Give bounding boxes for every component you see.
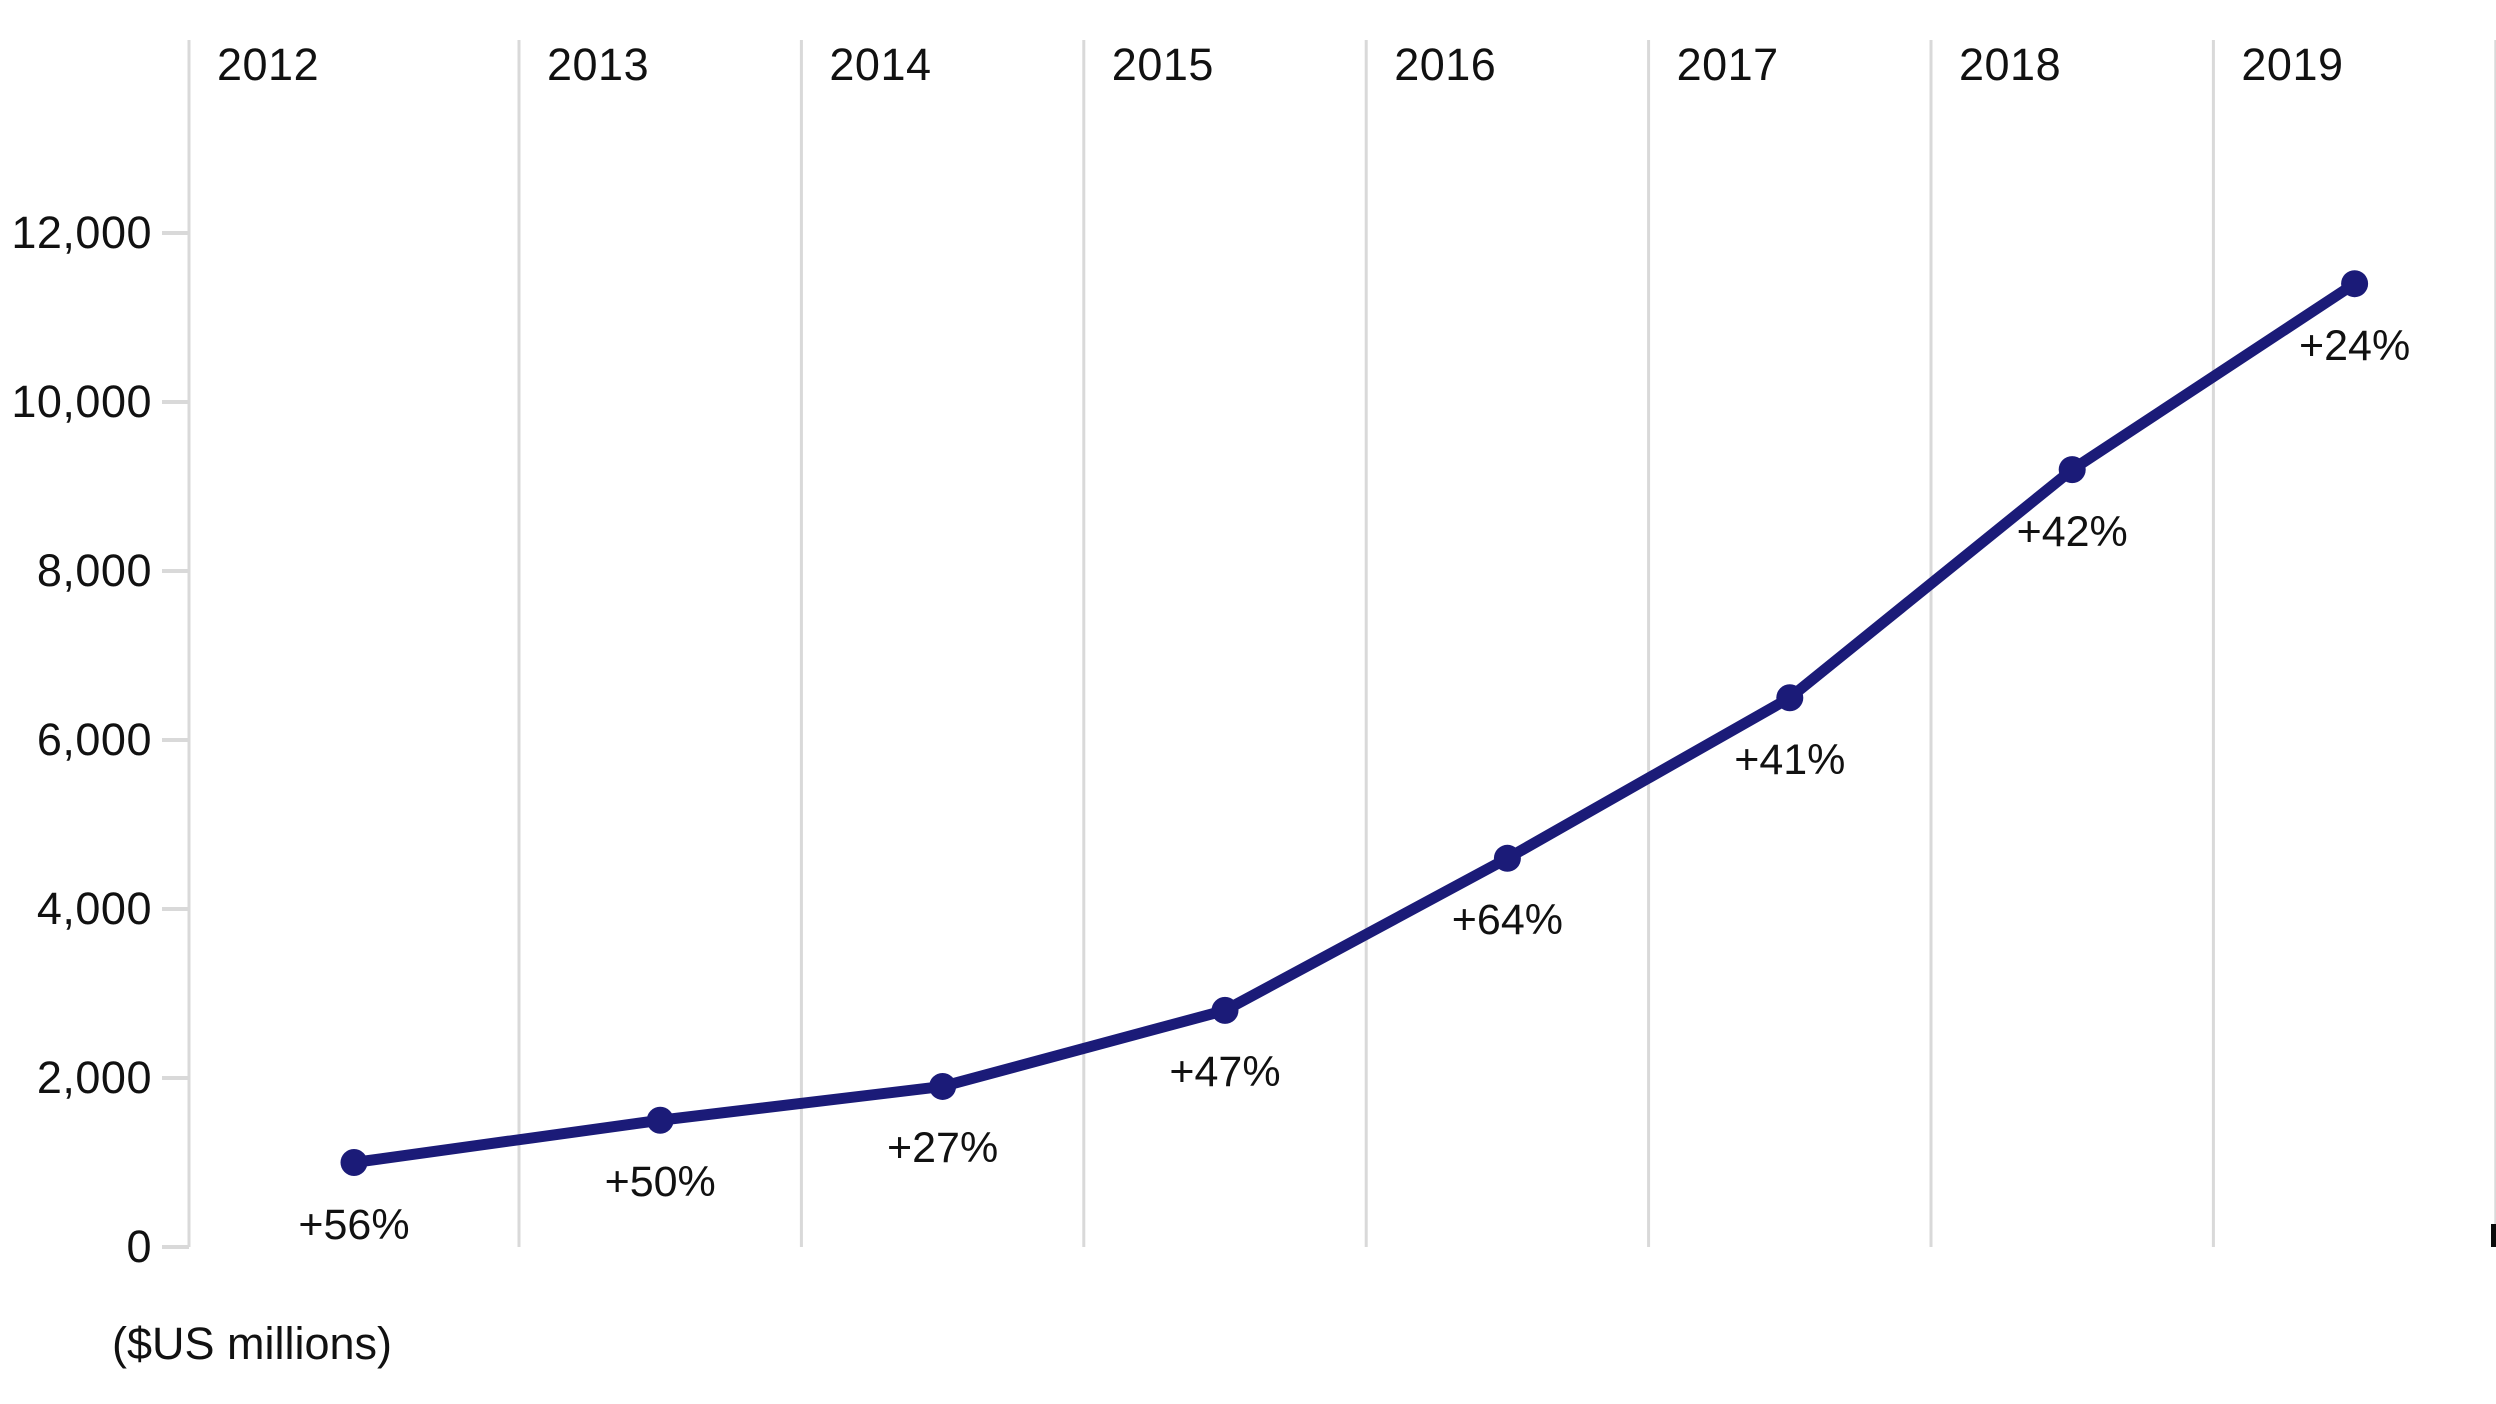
x-axis-year-label: 2013 — [547, 39, 650, 90]
data-point-marker — [340, 1149, 368, 1176]
y-tick-label: 4,000 — [36, 883, 152, 934]
x-axis-year-label: 2017 — [1676, 39, 1779, 90]
data-point-marker — [2341, 270, 2369, 298]
x-axis-year-label: 2014 — [829, 39, 932, 90]
growth-percent-label: +47% — [1169, 1048, 1281, 1097]
growth-percent-label: +64% — [1451, 896, 1563, 945]
growth-percent-label: +56% — [298, 1200, 410, 1249]
x-axis-year-label: 2012 — [217, 39, 320, 90]
y-tick-label: 0 — [126, 1221, 152, 1272]
data-point-marker — [2058, 456, 2086, 484]
unit-label: ($US millions) — [112, 1318, 393, 1369]
y-tick-label: 12,000 — [11, 207, 152, 258]
growth-percent-label: +24% — [2299, 321, 2411, 370]
data-point-marker — [1211, 996, 1239, 1024]
data-point-marker — [646, 1106, 674, 1134]
data-point-marker — [1776, 684, 1804, 712]
y-tick-label: 2,000 — [36, 1052, 152, 1103]
y-tick-label: 10,000 — [11, 376, 152, 427]
growth-percent-label: +50% — [604, 1158, 716, 1207]
growth-percent-label: +27% — [887, 1124, 999, 1173]
data-point-marker — [929, 1072, 957, 1100]
x-axis-year-label: 2015 — [1111, 39, 1214, 90]
y-tick-label: 8,000 — [36, 545, 152, 596]
x-axis-year-label: 2018 — [1959, 39, 2062, 90]
growth-percent-label: +41% — [1734, 735, 1846, 784]
data-point-marker — [1493, 844, 1521, 872]
x-axis-year-label: 2019 — [2241, 39, 2344, 90]
y-tick-label: 6,000 — [36, 714, 152, 765]
x-axis-year-label: 2016 — [1394, 39, 1497, 90]
series-line — [348, 278, 2361, 1168]
growth-percent-label: +42% — [2016, 507, 2128, 556]
clipped-text-fragment — [2491, 1224, 2496, 1247]
